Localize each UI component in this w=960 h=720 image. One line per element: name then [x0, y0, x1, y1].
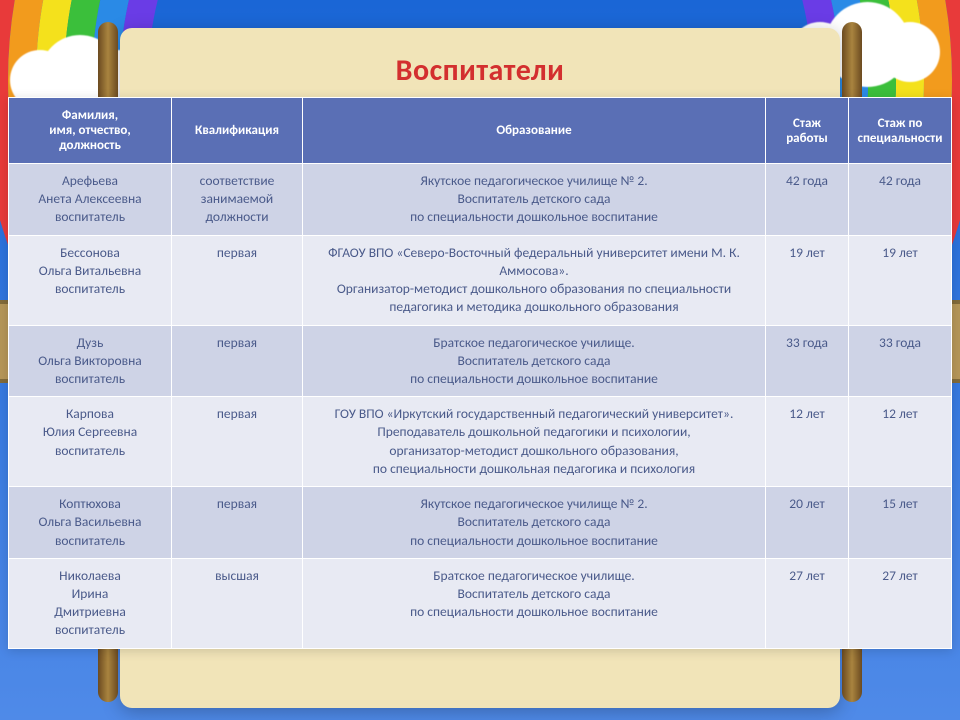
cell-qual: первая	[172, 487, 303, 559]
cell-name: Арефьева Анета Алексеевна воспитатель	[9, 164, 172, 236]
th-qual: Квалификация	[172, 98, 303, 164]
staff-table: Фамилия, имя, отчество, должность Квалиф…	[8, 97, 952, 649]
cell-edu: Братское педагогическое училище. Воспита…	[303, 325, 766, 397]
cell-name: Бессонова Ольга Витальевна воспитатель	[9, 235, 172, 325]
cell-spec: 27 лет	[849, 558, 952, 648]
page-title: Воспитатели	[396, 52, 565, 89]
cell-exp: 33 года	[766, 325, 849, 397]
table-row: Карпова Юлия Сергеевна воспитатель перва…	[9, 397, 952, 487]
cell-name: Дузь Ольга Викторовна воспитатель	[9, 325, 172, 397]
cell-name: Карпова Юлия Сергеевна воспитатель	[9, 397, 172, 487]
cell-edu: ФГАОУ ВПО «Северо-Восточный федеральный …	[303, 235, 766, 325]
table-row: Бессонова Ольга Витальевна воспитатель п…	[9, 235, 952, 325]
cell-qual: высшая	[172, 558, 303, 648]
cell-qual: соответствие занимаемой должности	[172, 164, 303, 236]
cell-qual: первая	[172, 325, 303, 397]
cell-name: Николаева Ирина Дмитриевна воспитатель	[9, 558, 172, 648]
table-body: Арефьева Анета Алексеевна воспитатель со…	[9, 164, 952, 649]
cell-spec: 19 лет	[849, 235, 952, 325]
th-spec: Стаж по специальности	[849, 98, 952, 164]
table-row: Николаева Ирина Дмитриевна воспитатель в…	[9, 558, 952, 648]
th-edu: Образование	[303, 98, 766, 164]
cell-qual: первая	[172, 235, 303, 325]
table-header: Фамилия, имя, отчество, должность Квалиф…	[9, 98, 952, 164]
cell-exp: 12 лет	[766, 397, 849, 487]
cell-spec: 12 лет	[849, 397, 952, 487]
table-row: Коптюхова Ольга Васильевна воспитатель п…	[9, 487, 952, 559]
th-name: Фамилия, имя, отчество, должность	[9, 98, 172, 164]
cell-qual: первая	[172, 397, 303, 487]
cell-edu: ГОУ ВПО «Иркутский государственный педаг…	[303, 397, 766, 487]
cell-name: Коптюхова Ольга Васильевна воспитатель	[9, 487, 172, 559]
table-row: Дузь Ольга Викторовна воспитатель первая…	[9, 325, 952, 397]
table-row: Арефьева Анета Алексеевна воспитатель со…	[9, 164, 952, 236]
slide-content: Воспитатели Фамилия, имя, отчество, долж…	[0, 0, 960, 720]
cell-spec: 42 года	[849, 164, 952, 236]
cell-exp: 20 лет	[766, 487, 849, 559]
cell-spec: 33 года	[849, 325, 952, 397]
cell-exp: 27 лет	[766, 558, 849, 648]
cell-edu: Братское педагогическое училище. Воспита…	[303, 558, 766, 648]
cell-exp: 19 лет	[766, 235, 849, 325]
cell-edu: Якутское педагогическое училище № 2. Вос…	[303, 164, 766, 236]
th-exp: Стаж работы	[766, 98, 849, 164]
cell-edu: Якутское педагогическое училище № 2. Вос…	[303, 487, 766, 559]
cell-exp: 42 года	[766, 164, 849, 236]
cell-spec: 15 лет	[849, 487, 952, 559]
